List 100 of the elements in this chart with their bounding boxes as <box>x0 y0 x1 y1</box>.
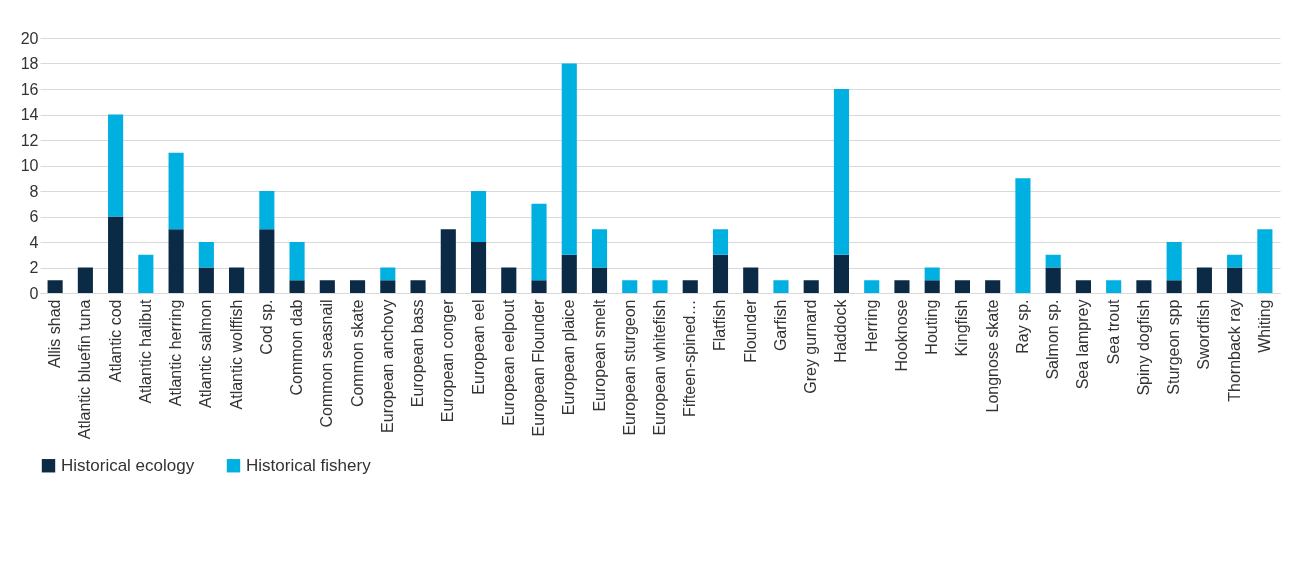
x-tick-label: European conger <box>439 298 457 423</box>
bar <box>985 280 1001 293</box>
y-tick-label: 10 <box>20 157 39 174</box>
bar <box>440 229 456 293</box>
x-tick-label: Atlantic herring <box>167 299 185 407</box>
bar <box>924 267 940 281</box>
x-tick-label: Flatfish <box>711 299 729 352</box>
bar <box>803 280 819 293</box>
y-tick-label: 12 <box>20 131 39 149</box>
bar <box>652 280 668 293</box>
x-tick-label: Whiting <box>1255 299 1273 353</box>
bar <box>501 267 517 293</box>
bar <box>682 280 698 293</box>
y-tick-label: 18 <box>20 55 39 72</box>
bar <box>410 280 426 293</box>
bar <box>319 280 335 293</box>
x-tick-label: Longnose skate <box>983 299 1001 413</box>
bar <box>108 114 124 217</box>
x-tick-label: European sturgeon <box>620 299 638 436</box>
y-tick-label: 0 <box>29 284 39 302</box>
bar <box>773 280 789 293</box>
bar <box>229 267 245 293</box>
x-tick-label: Sea lamprey <box>1074 299 1092 390</box>
x-tick-label: European bass <box>409 299 427 408</box>
x-tick-label: Garfish <box>771 299 789 352</box>
bar <box>47 280 63 293</box>
bar <box>289 242 305 281</box>
bar <box>743 267 759 293</box>
y-tick-label: 2 <box>29 259 39 276</box>
bar <box>561 63 577 255</box>
x-tick-label: Grey gurnard <box>802 299 820 394</box>
x-tick-label: Cod sp. <box>257 299 275 355</box>
bar <box>1045 254 1061 268</box>
x-tick-label: Common skate <box>348 299 366 408</box>
bar <box>380 267 396 281</box>
x-tick-label: Allis shad <box>46 299 64 368</box>
bar <box>1106 280 1122 293</box>
bar <box>380 280 396 293</box>
x-tick-label: Thornback ray <box>1225 299 1243 402</box>
bar <box>561 254 577 293</box>
bar <box>1227 254 1243 268</box>
x-tick-label: Fifteen-spined… <box>681 299 699 417</box>
bar <box>712 254 729 293</box>
bar <box>531 203 547 281</box>
bar <box>470 242 487 293</box>
x-tick-label: European smelt <box>590 298 608 412</box>
bar <box>168 152 184 230</box>
y-tick-label: 16 <box>20 80 39 98</box>
x-tick-label: Sturgeon spp <box>1165 299 1183 395</box>
bar <box>833 89 850 255</box>
bar <box>924 280 940 293</box>
bar <box>712 229 729 255</box>
x-tick-label: European eel <box>469 299 487 395</box>
bar <box>289 280 305 293</box>
bar <box>1227 267 1243 293</box>
x-tick-label: Haddock <box>832 298 850 363</box>
x-tick-label: Hooknose <box>892 299 910 372</box>
bar <box>259 229 275 293</box>
x-tick-label: Atlantic salmon <box>197 299 215 408</box>
x-tick-label: Flounder <box>741 298 759 363</box>
y-tick-label: 8 <box>29 182 39 200</box>
bar <box>1196 267 1212 293</box>
x-tick-label: Atlantic halibut <box>136 298 154 404</box>
bar <box>198 242 214 268</box>
bar <box>1015 178 1031 293</box>
bar <box>531 280 547 293</box>
bar <box>894 280 910 293</box>
x-tick-label: European Flounder <box>530 298 548 437</box>
x-tick-label: Swordfish <box>1195 299 1213 370</box>
bar <box>954 280 970 293</box>
bar <box>138 254 154 293</box>
x-tick-label: Common seasnail <box>318 299 336 428</box>
bar <box>350 280 366 293</box>
bar <box>1075 280 1091 293</box>
bar <box>198 267 214 293</box>
legend-label: Historical fishery <box>246 455 372 475</box>
x-tick-label: Salmon sp. <box>1044 299 1062 380</box>
bar <box>168 229 184 293</box>
bar <box>108 216 124 293</box>
bar <box>1045 267 1061 293</box>
x-tick-label: Ray sp. <box>1013 299 1031 354</box>
bar <box>591 229 608 268</box>
bar <box>1166 242 1182 281</box>
x-tick-label: European anchovy <box>378 299 396 433</box>
bar <box>77 267 93 293</box>
x-tick-label: Kingfish <box>953 299 971 357</box>
y-tick-label: 4 <box>29 233 39 251</box>
bar <box>1257 229 1273 293</box>
x-tick-label: Atlantic bluefin tuna <box>76 299 94 440</box>
bar <box>259 191 275 230</box>
y-tick-label: 6 <box>29 208 39 225</box>
x-tick-label: Houting <box>923 299 941 355</box>
x-tick-label: Spiny dogfish <box>1134 299 1152 396</box>
bar <box>864 280 880 293</box>
x-tick-label: European plaice <box>560 299 578 416</box>
y-tick-label: 20 <box>20 29 39 47</box>
x-tick-label: European eelpout <box>499 298 517 426</box>
bar <box>622 280 638 293</box>
bar <box>833 254 850 293</box>
x-tick-label: Atlantic cod <box>106 299 124 383</box>
